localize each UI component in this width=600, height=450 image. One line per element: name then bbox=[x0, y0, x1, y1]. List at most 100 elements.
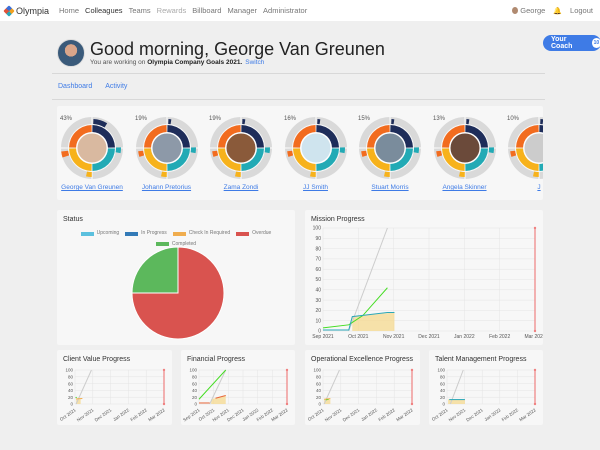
colleague-item[interactable]: 43% George Van Greunen bbox=[57, 110, 127, 191]
progress-donut: 19% bbox=[135, 116, 198, 179]
chart-title: Talent Management Progress bbox=[435, 356, 527, 363]
x-tick-label: Nov 2021 bbox=[76, 407, 95, 422]
legend-label: Overdue bbox=[252, 230, 272, 236]
outer-ring-segment bbox=[433, 148, 465, 179]
coach-count-badge: 10 bbox=[591, 38, 600, 48]
colleague-item[interactable]: 19% Zama Zondi bbox=[206, 110, 276, 191]
outer-ring-segment bbox=[241, 148, 272, 179]
chart-title: Client Value Progress bbox=[63, 356, 131, 363]
outer-ring-fill bbox=[212, 150, 219, 157]
outer-ring-fill bbox=[137, 150, 144, 157]
outer-ring-fill bbox=[391, 119, 395, 125]
legend-item[interactable]: Upcoming bbox=[80, 229, 119, 238]
series-line bbox=[209, 369, 227, 405]
nav-colleagues[interactable]: Colleagues bbox=[85, 6, 123, 15]
colleague-name-link[interactable]: Zama Zondi bbox=[223, 184, 259, 191]
x-tick-label: Jan 2022 bbox=[483, 407, 501, 422]
inner-ring-segment bbox=[315, 125, 339, 148]
outer-ring-segment bbox=[359, 148, 390, 179]
outer-ring-fill bbox=[361, 150, 368, 157]
nav-teams[interactable]: Teams bbox=[128, 6, 151, 15]
outer-ring-segment bbox=[315, 148, 347, 179]
legend-item[interactable]: Check In Required bbox=[172, 229, 230, 238]
y-tick-label: 20 bbox=[315, 308, 321, 314]
colleague-item[interactable]: 13% Angela Skinner bbox=[430, 110, 500, 191]
tabs: Dashboard Activity bbox=[58, 83, 127, 90]
outer-ring-fill bbox=[242, 119, 246, 125]
colleague-item[interactable]: 19% Johann Pretorius bbox=[132, 110, 202, 191]
pie-slice-completed[interactable] bbox=[131, 246, 179, 294]
outer-ring-segment bbox=[390, 148, 421, 179]
nav-manager[interactable]: Manager bbox=[227, 6, 258, 15]
your-coach-button[interactable]: Your Coach 10 bbox=[543, 35, 600, 51]
inner-ring-segment bbox=[92, 148, 115, 171]
colleague-item[interactable]: 16% JJ Smith bbox=[281, 110, 351, 191]
progress-donut: 13% bbox=[433, 116, 496, 179]
deadline-marker bbox=[285, 368, 289, 372]
legend-item[interactable]: Overdue bbox=[236, 229, 271, 238]
inner-ring-segment bbox=[390, 148, 413, 171]
inner-ring-segment bbox=[292, 125, 316, 148]
colleagues-card: 43% George Van Greunen 19% Johann Pretorius… bbox=[57, 106, 543, 200]
outer-ring-fill bbox=[309, 171, 316, 177]
tab-activity[interactable]: Activity bbox=[105, 83, 128, 90]
user-menu[interactable]: George bbox=[512, 6, 545, 15]
inner-ring-segment bbox=[539, 125, 543, 133]
switch-link[interactable]: Switch bbox=[245, 59, 265, 66]
bell-icon[interactable]: 🔔 bbox=[553, 7, 563, 15]
x-tick-label: Nov 2021 bbox=[383, 334, 405, 340]
x-tick-label: Dec 2021 bbox=[94, 407, 113, 422]
x-tick-label: Mar 2022 bbox=[524, 334, 543, 340]
colleague-photo bbox=[225, 132, 257, 164]
legend-swatch bbox=[80, 231, 94, 236]
inner-ring-segment bbox=[69, 125, 92, 148]
y-tick-label: 100 bbox=[313, 368, 321, 373]
inner-ring-segment bbox=[441, 125, 465, 148]
outer-ring-fill bbox=[61, 150, 70, 158]
logout-link[interactable]: Logout bbox=[570, 6, 593, 15]
y-tick-label: 80 bbox=[192, 375, 198, 380]
inner-ring-segment bbox=[539, 163, 543, 171]
olympia-logo-icon bbox=[3, 4, 15, 17]
nav-billboard[interactable]: Billboard bbox=[192, 6, 222, 15]
colleague-name-link[interactable]: J bbox=[537, 184, 541, 191]
status-card: Status Upcoming In Progress Check In Requi… bbox=[57, 210, 295, 345]
inner-ring-segment bbox=[464, 148, 488, 171]
colleague-item[interactable]: 15% Stuart Morris bbox=[355, 110, 425, 191]
chart-title: Operational Excellence Progress bbox=[311, 356, 413, 363]
nav-home[interactable]: Home bbox=[59, 6, 80, 15]
outer-ring-segment bbox=[166, 117, 198, 148]
mission-progress-chart: 0 10 20 30 40 50 60 70 80 90 100 Sep 2021 Oct 2021 No… bbox=[312, 226, 543, 340]
y-tick-label: 40 bbox=[315, 288, 321, 294]
brand[interactable]: Olympia bbox=[3, 4, 50, 17]
nav-rewards[interactable]: Rewards bbox=[156, 6, 187, 15]
colleague-name-link[interactable]: George Van Greunen bbox=[61, 184, 123, 191]
outer-ring-fill bbox=[540, 119, 543, 125]
x-tick-label: Mar 2022 bbox=[147, 407, 166, 422]
y-tick-label: 0 bbox=[70, 402, 73, 407]
legend-item[interactable]: In Progress bbox=[125, 229, 167, 238]
legend-item[interactable]: Completed bbox=[155, 240, 196, 249]
nav-administrator[interactable]: Administrator bbox=[263, 6, 308, 15]
client-value-card: Client Value Progress 0 20 40 60 80 100 Oct 202… bbox=[57, 350, 172, 425]
tab-dashboard[interactable]: Dashboard bbox=[58, 83, 93, 90]
financial-card: Financial Progress 0 20 40 60 80 100 Sep 2021 Oc… bbox=[181, 350, 295, 425]
outer-ring-segment bbox=[166, 148, 198, 179]
inner-ring-segment bbox=[92, 125, 115, 148]
x-tick-label: Jan 2022 bbox=[454, 334, 475, 340]
outer-ring-segment bbox=[135, 117, 167, 148]
colleague-item[interactable]: 10% J bbox=[504, 110, 543, 191]
outer-ring-fill bbox=[234, 171, 241, 177]
colleague-name-link[interactable]: Johann Pretorius bbox=[141, 184, 192, 191]
deadline-marker bbox=[533, 368, 537, 372]
brand-name: Olympia bbox=[16, 5, 50, 16]
y-tick-label: 80 bbox=[316, 375, 322, 380]
outer-ring-segment bbox=[508, 117, 539, 148]
colleague-name-link[interactable]: Stuart Morris bbox=[371, 184, 409, 191]
outer-ring-fill bbox=[488, 147, 494, 154]
colleague-name-link[interactable]: Angela Skinner bbox=[442, 184, 487, 191]
outer-ring-segment bbox=[390, 117, 421, 148]
colleague-name-link[interactable]: JJ Smith bbox=[303, 184, 328, 191]
